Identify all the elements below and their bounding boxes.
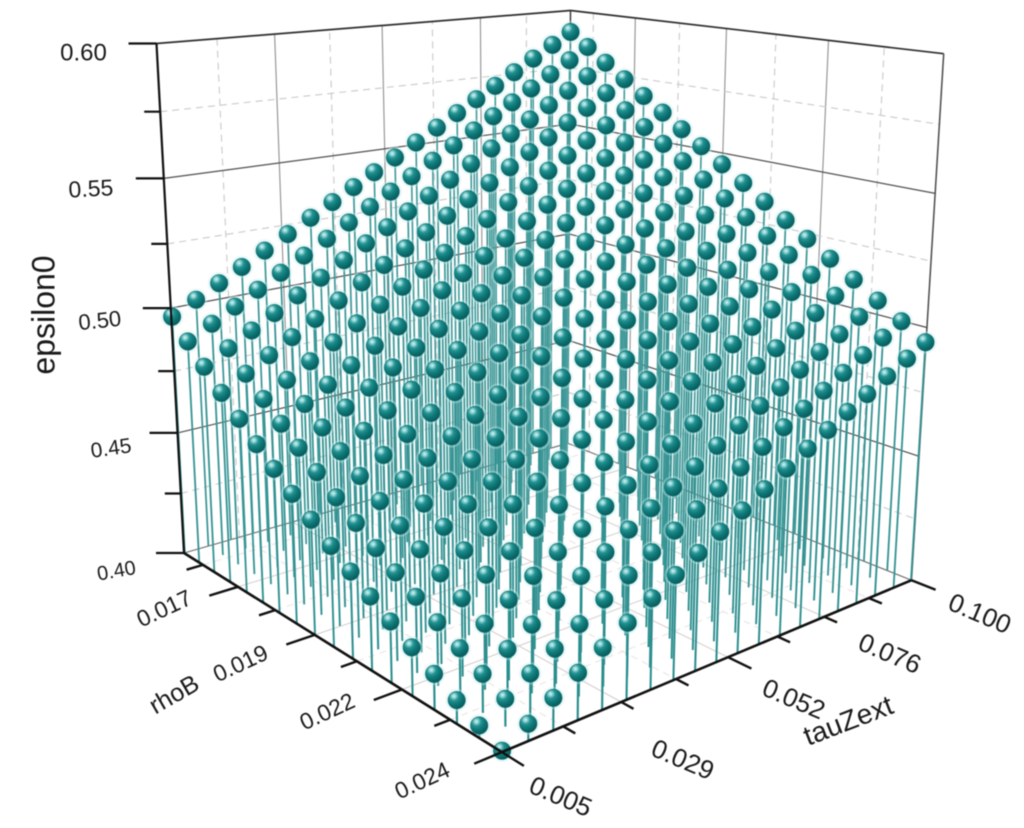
svg-text:0.50: 0.50 xyxy=(77,306,122,335)
svg-text:0.60: 0.60 xyxy=(60,40,107,67)
svg-text:0.55: 0.55 xyxy=(68,174,114,202)
svg-text:epsilon0: epsilon0 xyxy=(26,255,62,374)
